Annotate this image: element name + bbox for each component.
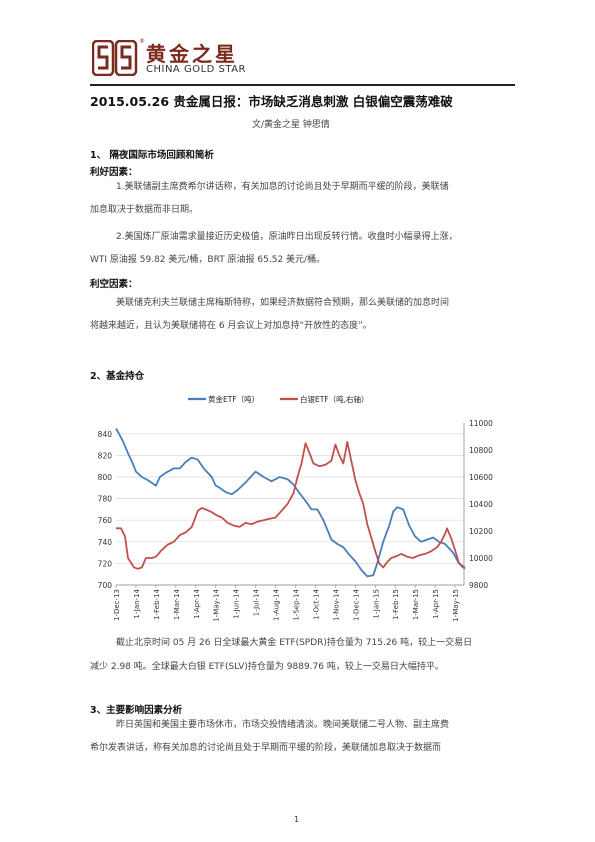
chart-legend: 黄金ETF（吨） 白银ETF（吨,右轴） (188, 394, 369, 404)
y-right-tick-label: 9800 (469, 581, 488, 590)
legend-label: 黄金ETF（吨） (208, 394, 259, 404)
x-tick-label: 1-Apr-14 (193, 588, 201, 618)
x-tick-label: 1-Jan-15 (372, 589, 380, 619)
chart-gridlines (116, 433, 464, 586)
registered-mark: ® (139, 38, 145, 45)
y-left-tick-label: 740 (98, 538, 113, 547)
fund-holdings-paragraph-line-2: 减少 2.98 吨。全球最大白银 ETF(SLV)持仓量为 9889.76 吨，… (90, 662, 444, 672)
x-tick-label: 1-Aug-14 (273, 588, 281, 620)
section-1-heading: 1、 隔夜国际市场回顾和简析 (90, 150, 214, 161)
x-tick-label: 1-Sep-14 (292, 588, 300, 620)
page-number: 1 (294, 815, 300, 824)
article-title: 2015.05.26 贵金属日报：市场缺乏消息刺激 白银偏空震荡难破 (90, 94, 453, 109)
bullish-paragraph-2-line-1: 2.美国炼厂原油需求量接近历史极值，原油昨日出现反转行情。收盘时小幅录得上涨， (116, 232, 458, 242)
x-tick-label: 1-Feb-14 (153, 588, 161, 619)
x-tick-label: 1-Mar-15 (412, 589, 420, 620)
chart-axes: 700 720 740 760 780 800 820 840 9800 10000 10200 10… (98, 419, 493, 622)
logo-english-name: CHINA GOLD STAR (146, 64, 246, 75)
y-left-tick-label: 720 (98, 559, 113, 568)
y-right-tick-label: 10000 (469, 554, 493, 563)
y-left-tick-label: 820 (98, 451, 113, 460)
y-left-tick-label: 760 (98, 516, 113, 525)
y-right-tick-label: 10200 (469, 527, 493, 536)
factors-paragraph-line-1: 昨日英国和美国主要市场休市，市场交投情绪清淡。晚间美联储二号人物、副主席费 (116, 720, 450, 730)
legend-label: 白银ETF（吨,右轴） (300, 394, 369, 404)
x-tick-label: 1-Oct-14 (312, 588, 320, 619)
bullish-paragraph-1-line-2: 加息取决于数据而非日期。 (90, 205, 199, 215)
bearish-paragraph-line-2: 将越来越近，且认为美联储将在 6 月会议上对加息持“开放性的态度”。 (90, 321, 372, 331)
section-2-heading: 2、基金持仓 (90, 371, 145, 382)
y-left-tick-label: 780 (98, 495, 113, 504)
series-line (115, 427, 466, 578)
article-author: 文/黄金之星 钟思倩 (252, 120, 330, 130)
bullish-paragraph-2-line-2: WTI 原油报 59.82 美元/桶，BRT 原油报 65.52 美元/桶。 (90, 255, 326, 265)
y-right-tick-label: 10800 (469, 446, 493, 455)
x-tick-label: 1-May-15 (452, 589, 460, 622)
x-tick-label: 1-Jun-14 (233, 588, 241, 618)
logo-chinese-name: 黄金之星 (146, 42, 238, 66)
header-divider (90, 84, 515, 86)
chart-series-lines (115, 427, 466, 578)
x-tick-label: 1-Feb-15 (392, 589, 400, 620)
x-tick-label: 1-Apr-15 (432, 589, 440, 619)
china-gold-star-logo-icon (92, 40, 138, 76)
fund-holdings-paragraph-line-1: 截止北京时间 05 月 26 日全球最大黄金 ETF(SPDR)持仓量为 715… (116, 638, 473, 648)
x-tick-label: 1-May-14 (213, 588, 221, 621)
bullish-paragraph-1-line-1: 1.美联储副主席费希尔讲话称，有关加息的讨论尚且处于早期而平缓的阶段，美联储 (116, 182, 449, 192)
x-tick-label: 1-Jul-14 (253, 588, 261, 616)
bullish-factors-label: 利好因素： (90, 167, 138, 178)
bearish-factors-label: 利空因素： (90, 279, 138, 290)
section-3-heading: 3、主要影响因素分析 (90, 705, 183, 716)
x-tick-label: 1-Nov-14 (332, 588, 340, 620)
y-left-tick-label: 800 (98, 473, 113, 482)
y-left-tick-label: 700 (98, 581, 113, 590)
y-right-tick-label: 11000 (469, 419, 493, 428)
y-left-tick-label: 840 (98, 430, 113, 439)
x-tick-label: 1-Mar-14 (173, 588, 181, 620)
x-tick-label: 1-Jan-14 (133, 588, 141, 618)
series-line (116, 441, 466, 570)
y-right-tick-label: 10400 (469, 500, 493, 509)
factors-paragraph-line-2: 希尔发表讲话，称有关加息的讨论尚且处于早期而平缓的阶段，美联储加息取决于数据而 (90, 743, 442, 753)
x-tick-label: 1-Dec-13 (113, 589, 121, 621)
etf-holdings-chart: 700 720 740 760 780 800 820 840 9800 10000 10200 10… (98, 394, 493, 622)
bearish-paragraph-line-1: 美联储克利夫兰联储主席梅斯特称，如果经济数据符合预期，那么美联储的加息时间 (116, 298, 450, 308)
y-right-tick-label: 10600 (469, 473, 493, 482)
x-tick-label: 1-Dec-14 (352, 588, 360, 621)
